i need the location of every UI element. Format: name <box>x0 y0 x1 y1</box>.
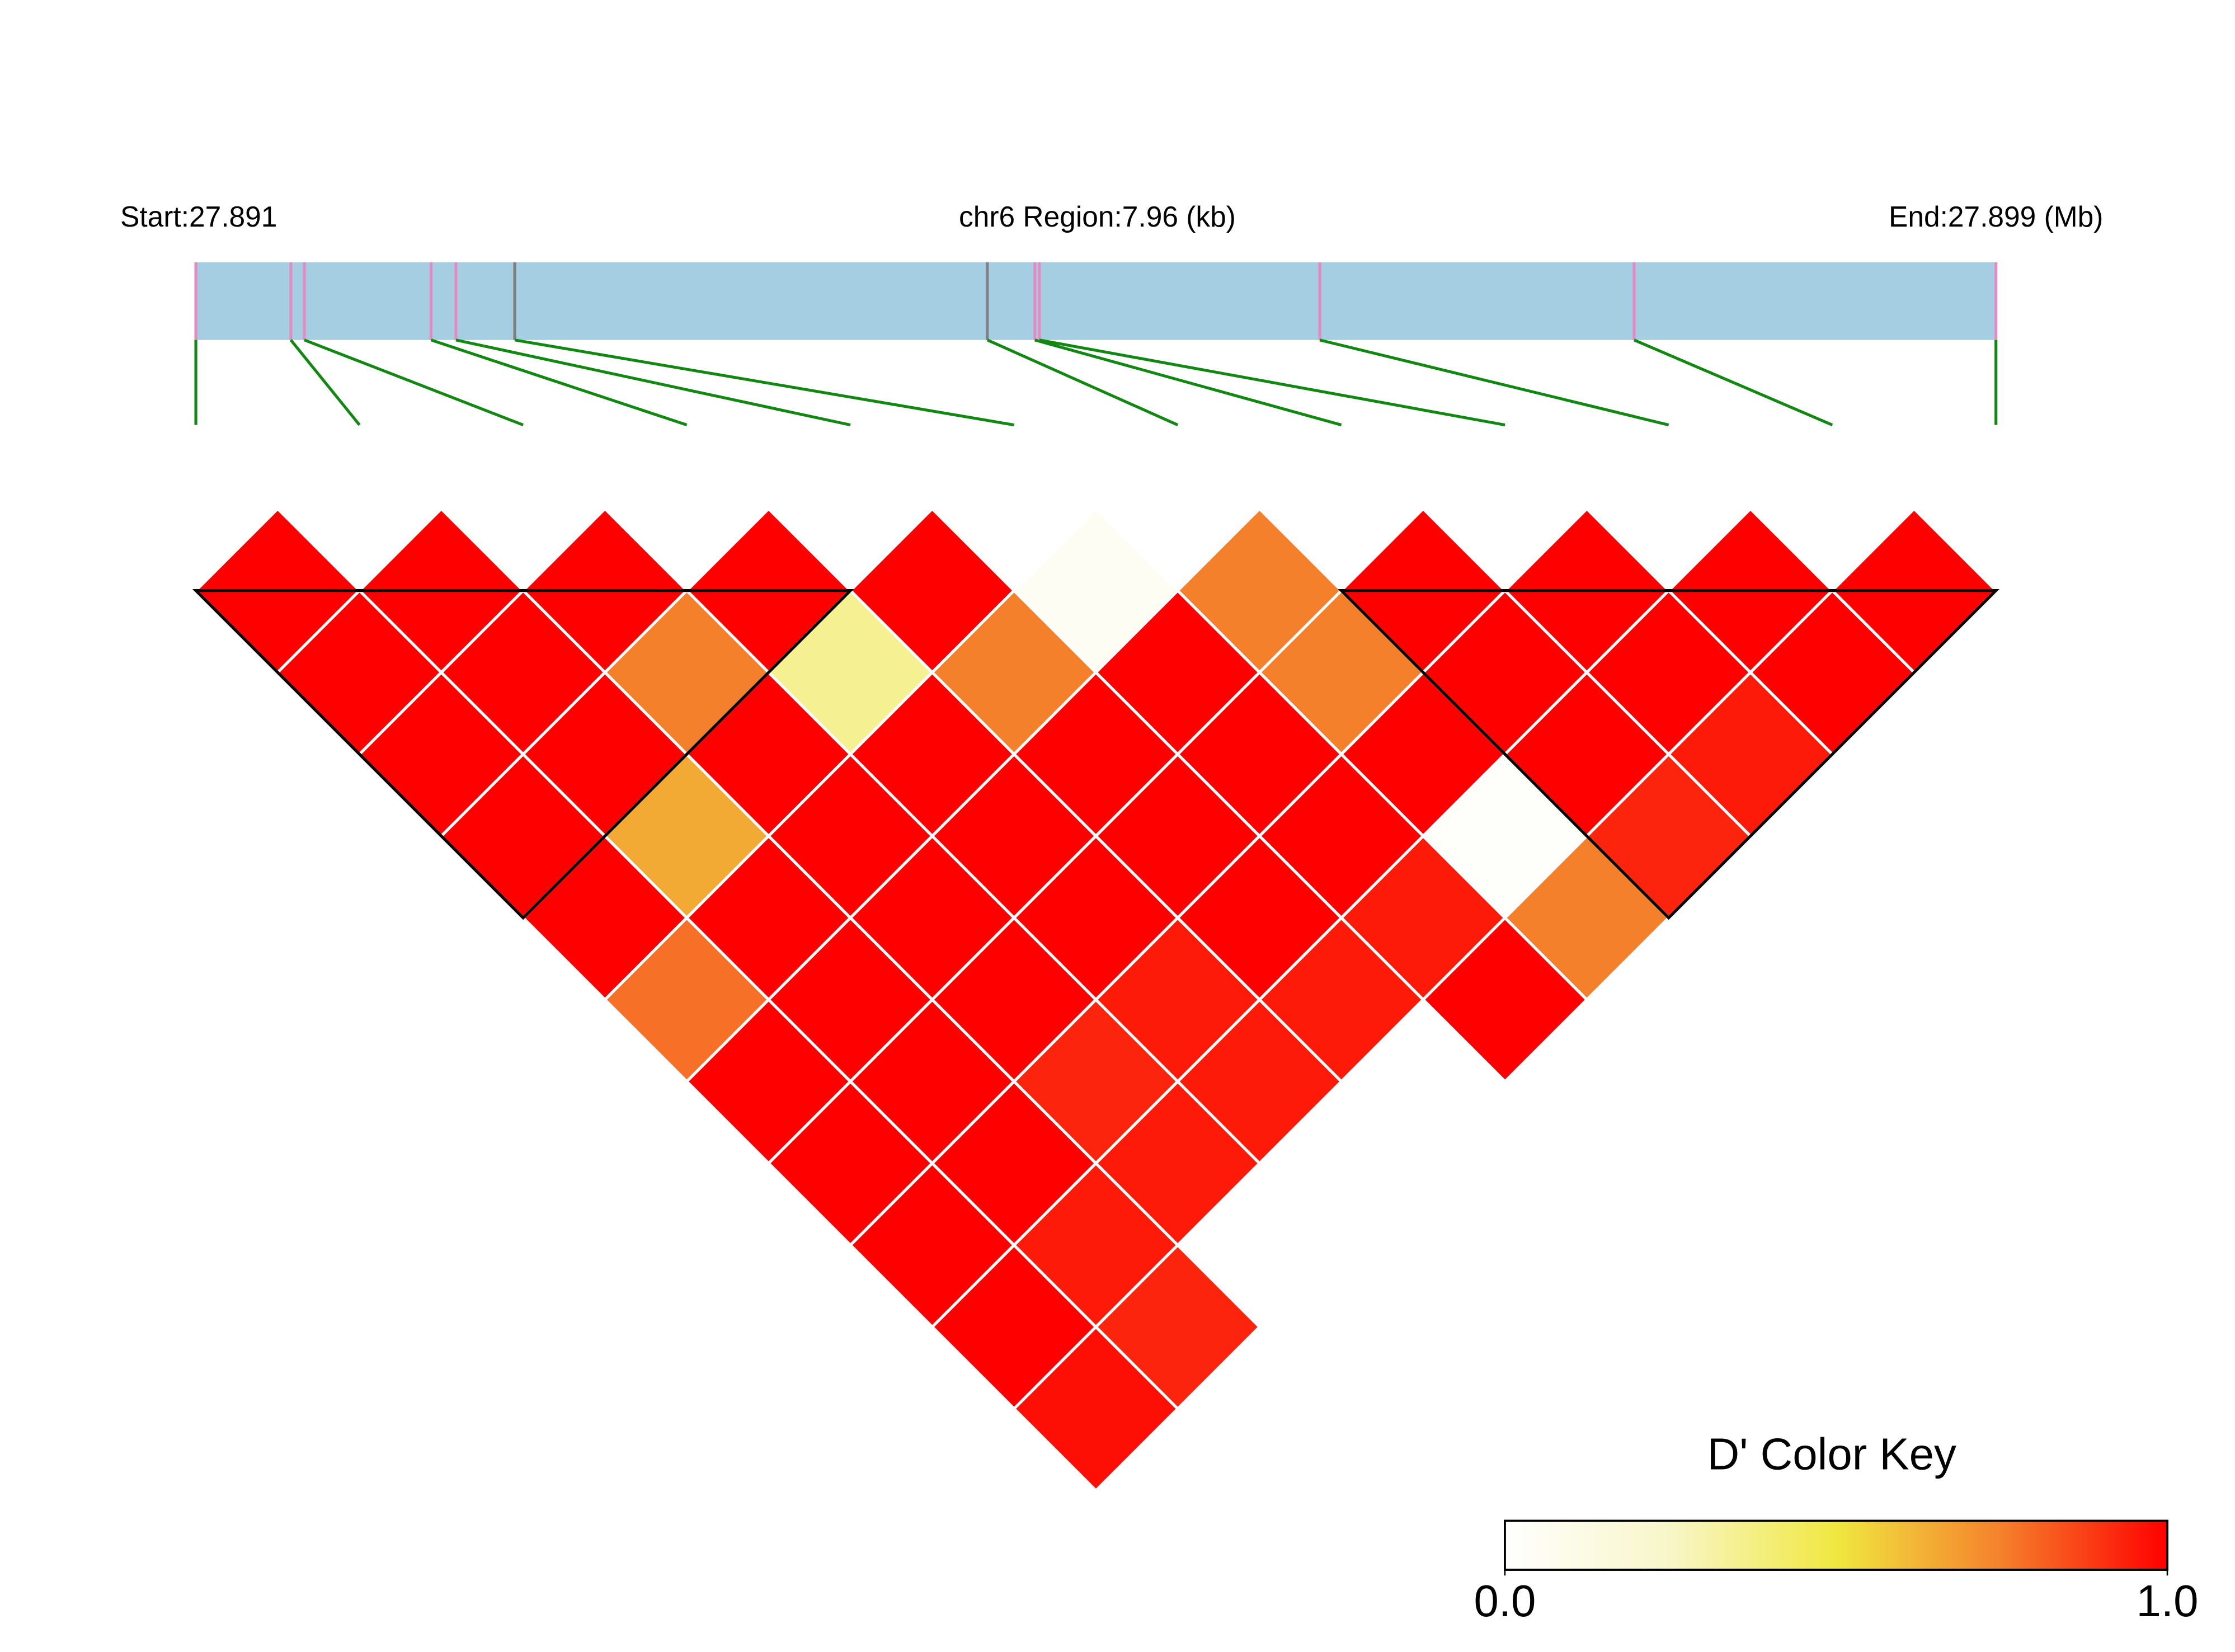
ld-block <box>1338 589 1999 920</box>
snp-connector <box>304 338 524 427</box>
region-bar <box>196 262 1996 340</box>
snp-connector <box>455 338 851 427</box>
key-tick-label: 1.0 <box>2137 1576 2199 1626</box>
region-label: chr6 Region:7.96 (kb) <box>959 200 1236 233</box>
snp-connector <box>1034 338 1342 427</box>
end-label: End:27.899 (Mb) <box>1889 200 2103 233</box>
snp-connector <box>1319 338 1669 427</box>
start-label: Start:27.891 <box>120 200 277 233</box>
key-tick-label: 0.0 <box>1474 1576 1536 1626</box>
key-title: D' Color Key <box>1707 1429 1956 1479</box>
snp-connector <box>986 338 1179 426</box>
color-key <box>1504 1519 2168 1571</box>
snp-connector <box>514 338 1015 427</box>
ld-cell <box>1094 1243 1262 1411</box>
snp-connector <box>289 339 361 426</box>
snp-connector <box>1633 338 1833 426</box>
snp-connector <box>1039 338 1505 427</box>
snp-connector <box>430 338 688 427</box>
ld-block <box>192 589 854 920</box>
